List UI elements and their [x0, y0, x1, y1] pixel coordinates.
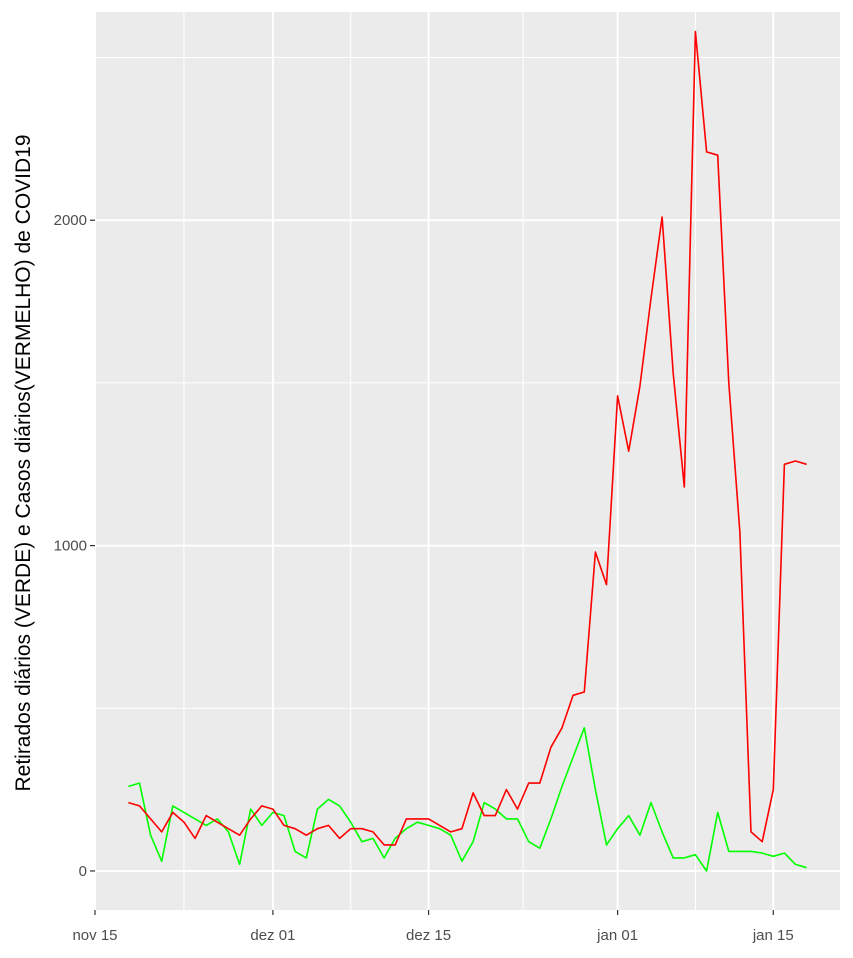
- series-line-green: [128, 726, 807, 872]
- y-axis-label: Retirados diários (VERDE) e Casos diário…: [12, 134, 35, 791]
- axis-ticks: [90, 219, 774, 915]
- x-tick-label: jan 15: [752, 927, 794, 944]
- y-tick-labels: 0 1000 2000: [54, 212, 87, 880]
- x-tick-label: nov 15: [72, 927, 117, 944]
- y-tick-label: 0: [79, 863, 87, 880]
- x-tick-label: dez 15: [406, 927, 451, 944]
- y-tick-label: 1000: [54, 538, 87, 555]
- series-line-red: [128, 30, 807, 846]
- minor-gridlines: [95, 12, 840, 910]
- major-gridlines: [94, 12, 840, 910]
- x-tick-labels: nov 15 dez 01 dez 15 jan 01 jan 15: [72, 927, 793, 944]
- y-tick-label: 2000: [54, 212, 87, 229]
- x-tick-label: dez 01: [250, 927, 295, 944]
- x-tick-label: jan 01: [596, 927, 638, 944]
- panel-background: [95, 12, 840, 910]
- series-lines: [128, 30, 807, 872]
